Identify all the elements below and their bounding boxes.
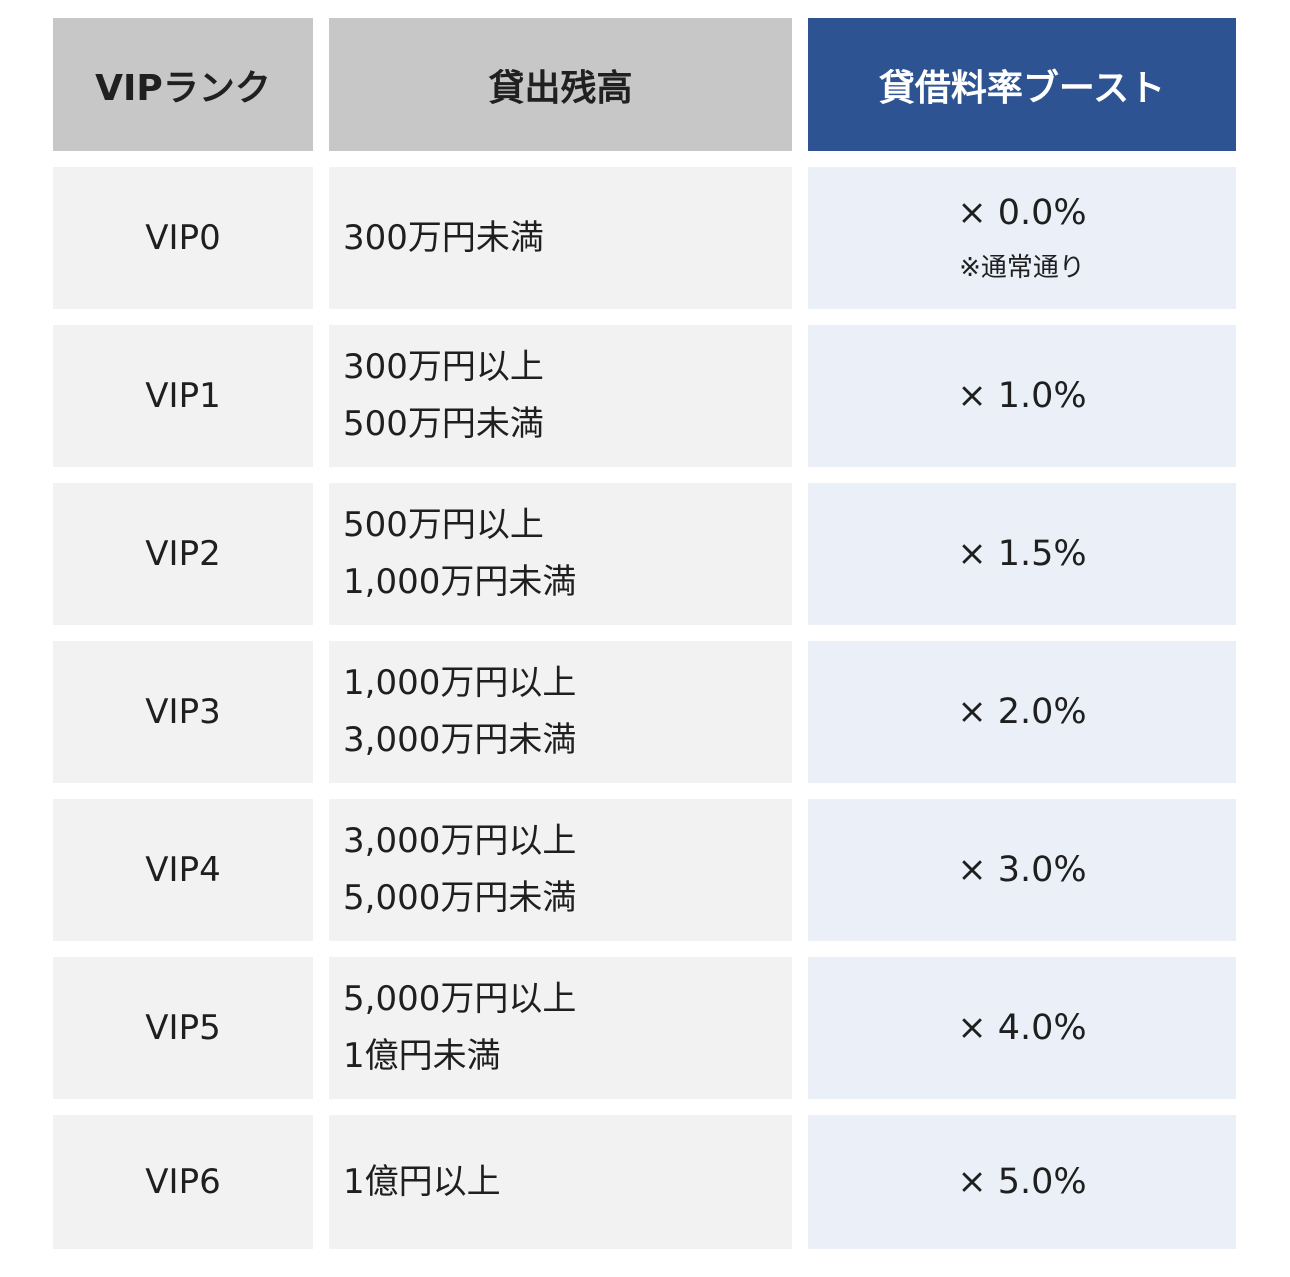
balance-line: 5,000万円未満 [343,878,577,918]
balance-cell: 500万円以上 1,000万円未満 [329,483,792,625]
boost-cell: × 0.0% ※通常通り [808,167,1236,309]
rank-cell: VIP2 [53,483,313,625]
balance-line: 1億円未満 [343,1036,501,1076]
balance-cell: 1,000万円以上 3,000万円未満 [329,641,792,783]
boost-cell: × 3.0% [808,799,1236,941]
boost-rate: × 1.0% [957,376,1087,416]
boost-rate: × 1.5% [957,534,1087,574]
boost-rate: × 2.0% [957,692,1087,732]
balance-cell: 1億円以上 [329,1115,792,1249]
balance-cell: 3,000万円以上 5,000万円未満 [329,799,792,941]
balance-line: 5,000万円以上 [343,979,577,1019]
balance-cell: 300万円未満 [329,167,792,309]
boost-cell: × 1.0% [808,325,1236,467]
rank-cell: VIP6 [53,1115,313,1249]
balance-cell: 300万円以上 500万円未満 [329,325,792,467]
rank-cell: VIP3 [53,641,313,783]
boost-rate: × 4.0% [957,1008,1087,1048]
balance-line: 1億円以上 [343,1161,501,1202]
rank-cell: VIP5 [53,957,313,1099]
vip-rank-table: VIPランク 貸出残高 貸借料率ブースト VIP0 300万円未満 × 0.0%… [53,18,1236,1249]
boost-rate: × 5.0% [957,1162,1087,1202]
header-vip-rank: VIPランク [53,18,313,151]
rank-cell: VIP4 [53,799,313,941]
boost-rate: × 3.0% [957,850,1087,890]
boost-cell: × 4.0% [808,957,1236,1099]
balance-line: 3,000万円未満 [343,720,577,760]
balance-line: 300万円未満 [343,217,544,258]
balance-line: 500万円未満 [343,404,544,444]
boost-note: ※通常通り [959,252,1085,283]
boost-cell: × 1.5% [808,483,1236,625]
balance-line: 300万円以上 [343,347,544,387]
rank-cell: VIP1 [53,325,313,467]
header-lending-fee-boost: 貸借料率ブースト [808,18,1236,151]
boost-cell: × 2.0% [808,641,1236,783]
header-loan-balance: 貸出残高 [329,18,792,151]
balance-line: 500万円以上 [343,505,544,545]
balance-line: 3,000万円以上 [343,821,577,861]
boost-cell: × 5.0% [808,1115,1236,1249]
balance-cell: 5,000万円以上 1億円未満 [329,957,792,1099]
rank-cell: VIP0 [53,167,313,309]
balance-line: 1,000万円以上 [343,663,577,703]
boost-rate: × 0.0% [957,192,1087,233]
balance-line: 1,000万円未満 [343,562,577,602]
